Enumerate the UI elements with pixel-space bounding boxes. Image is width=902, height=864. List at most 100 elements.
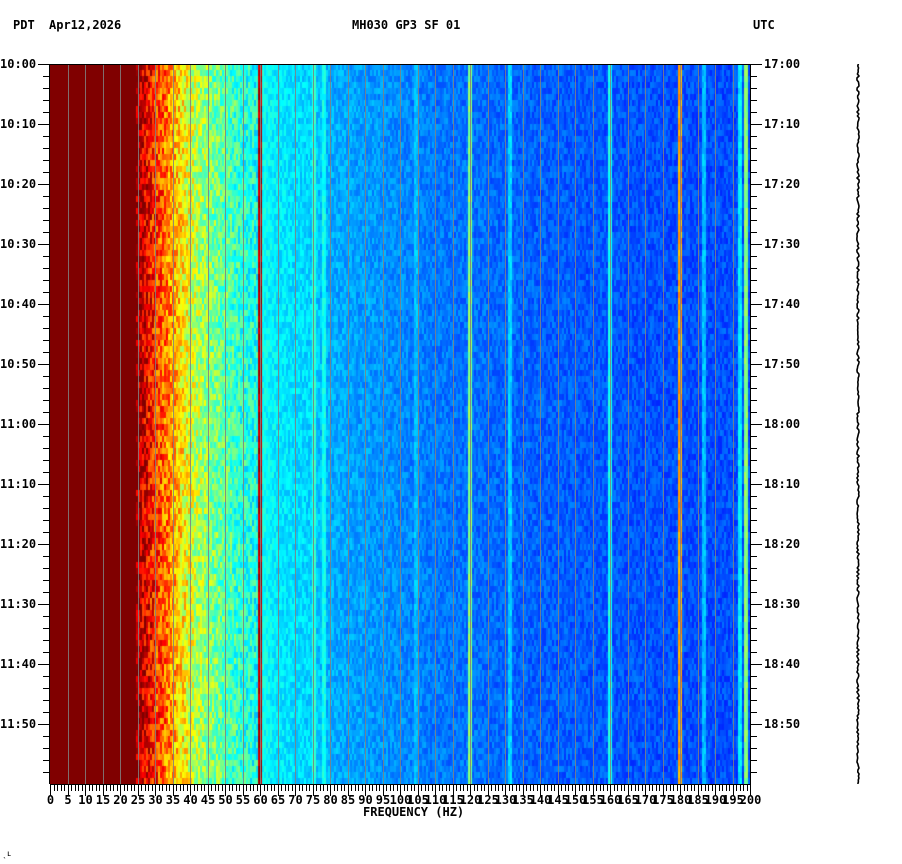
x-minor-tick — [281, 784, 282, 791]
x-major-tick — [610, 784, 611, 796]
x-tick-label: 160 — [599, 793, 622, 807]
y-minor-tick-left — [43, 748, 50, 749]
y-major-tick-left — [38, 424, 50, 425]
x-minor-tick — [354, 784, 356, 791]
x-minor-tick — [204, 784, 205, 791]
y-major-tick-left — [38, 304, 50, 305]
x-minor-tick — [718, 784, 720, 791]
y-minor-tick-right — [750, 628, 757, 629]
x-minor-tick — [176, 784, 177, 791]
x-minor-tick — [141, 784, 142, 791]
x-minor-tick — [375, 784, 377, 791]
y-minor-tick-right — [750, 76, 757, 77]
x-minor-tick — [508, 784, 510, 791]
x-minor-tick — [106, 784, 107, 791]
x-minor-tick — [372, 784, 373, 791]
y-minor-tick-left — [43, 316, 50, 317]
x-minor-tick — [298, 784, 300, 791]
x-minor-tick — [407, 784, 408, 791]
y-major-tick-right — [750, 304, 762, 305]
x-tick-label: 15 — [95, 793, 111, 807]
x-tick-label: 100 — [389, 793, 412, 807]
x-major-tick — [575, 784, 576, 796]
x-minor-tick — [554, 784, 555, 791]
x-minor-tick — [368, 784, 370, 791]
x-axis-title: FREQUENCY (HZ) — [363, 805, 465, 819]
y-minor-tick-left — [43, 400, 50, 401]
y-minor-tick-right — [750, 592, 757, 593]
y-tick-label-left: 11:20 — [0, 537, 37, 551]
x-minor-tick — [652, 784, 653, 791]
frequency-gridline — [645, 64, 646, 784]
x-major-tick — [120, 784, 121, 796]
x-major-tick — [557, 784, 559, 796]
x-minor-tick — [228, 784, 230, 791]
x-minor-tick — [673, 784, 674, 791]
y-minor-tick-right — [750, 328, 757, 329]
y-tick-label-left: 10:30 — [0, 237, 37, 251]
y-minor-tick-right — [750, 508, 757, 509]
y-minor-tick-right — [750, 568, 757, 569]
x-minor-tick — [568, 784, 569, 791]
x-minor-tick — [708, 784, 709, 791]
x-minor-tick — [389, 784, 391, 791]
y-major-tick-right — [750, 664, 762, 665]
x-minor-tick — [74, 784, 76, 791]
x-minor-tick — [648, 784, 650, 791]
y-minor-tick-left — [43, 412, 50, 413]
x-minor-tick — [536, 784, 538, 791]
x-major-tick — [102, 784, 104, 796]
frequency-gridline — [697, 64, 699, 784]
y-minor-tick-left — [43, 256, 50, 257]
x-minor-tick — [109, 784, 111, 791]
y-minor-tick-left — [43, 232, 50, 233]
x-minor-tick — [659, 784, 660, 791]
x-tick-label: 115 — [442, 793, 464, 807]
x-minor-tick — [473, 784, 475, 791]
frequency-gridline — [347, 64, 349, 784]
x-minor-tick — [305, 784, 307, 791]
x-minor-tick — [351, 784, 352, 791]
x-tick-label: 55 — [235, 793, 251, 807]
y-major-tick-left — [38, 364, 50, 365]
y-minor-tick-right — [750, 616, 757, 617]
x-minor-tick — [302, 784, 303, 791]
y-minor-tick-left — [43, 520, 50, 521]
x-minor-tick — [498, 784, 499, 791]
x-minor-tick — [617, 784, 618, 791]
x-major-tick — [277, 784, 279, 796]
x-tick-label: 185 — [687, 793, 709, 807]
y-minor-tick-left — [43, 436, 50, 437]
x-minor-tick — [116, 784, 118, 791]
frequency-gridline — [400, 64, 401, 784]
y-minor-tick-left — [43, 712, 50, 713]
x-minor-tick — [197, 784, 198, 791]
y-minor-tick-left — [43, 280, 50, 281]
x-tick-label: 50 — [218, 793, 233, 807]
station-title: MH030 GP3 SF 01 — [352, 18, 461, 32]
x-minor-tick — [211, 784, 212, 791]
x-minor-tick — [344, 784, 345, 791]
y-tick-label-left: 11:00 — [0, 417, 37, 431]
x-minor-tick — [270, 784, 272, 791]
frequency-gridline — [505, 64, 506, 784]
frequency-gridline — [575, 64, 576, 784]
date-label: Apr12,2026 — [49, 18, 122, 32]
x-major-tick — [225, 784, 226, 796]
x-minor-tick — [414, 784, 415, 791]
frequency-gridline — [680, 64, 681, 784]
x-minor-tick — [445, 784, 447, 791]
x-tick-label: 40 — [183, 793, 198, 807]
y-tick-label-left: 11:30 — [0, 597, 37, 611]
y-minor-tick-left — [43, 652, 50, 653]
y-major-tick-left — [38, 184, 50, 185]
x-minor-tick — [477, 784, 478, 791]
y-minor-tick-left — [43, 760, 50, 761]
x-minor-tick — [571, 784, 573, 791]
x-minor-tick — [179, 784, 181, 791]
x-minor-tick — [596, 784, 597, 791]
x-minor-tick — [92, 784, 93, 791]
y-minor-tick-right — [750, 256, 757, 257]
x-minor-tick — [515, 784, 517, 791]
x-major-tick — [67, 784, 69, 796]
